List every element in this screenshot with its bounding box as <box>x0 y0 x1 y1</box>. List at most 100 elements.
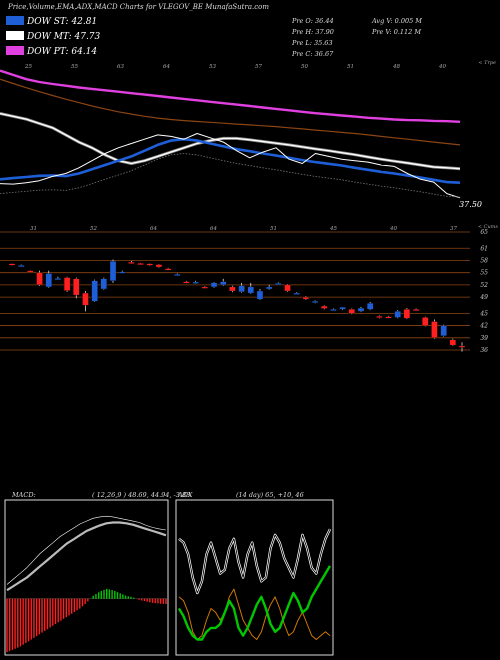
price-top-tick: 53 <box>209 64 216 70</box>
candle-body <box>265 286 273 290</box>
candle-body <box>192 281 199 284</box>
candle-body <box>18 265 25 268</box>
stat-close: Pre C: 36.67 <box>292 50 334 58</box>
price-top-tick: 25 <box>24 64 32 70</box>
candle-body <box>394 311 401 318</box>
adx-line-inner <box>178 528 331 594</box>
candle-body <box>376 316 383 318</box>
candle-body <box>220 281 227 286</box>
adx-di-line-green <box>177 565 332 641</box>
candle-body <box>293 292 300 295</box>
price-series-line <box>0 78 461 146</box>
candle-body <box>422 317 429 326</box>
legend-dow-pt: DOW PT: 64.14 <box>6 46 97 57</box>
price-top-tick: 55 <box>71 64 78 70</box>
candle-body <box>36 272 43 286</box>
candle-body <box>183 281 190 284</box>
legend-swatch-st <box>6 16 24 25</box>
candle-body <box>357 307 365 312</box>
candle-body <box>174 274 181 276</box>
macd-label: MACD: <box>11 491 36 499</box>
price-top-tick: 40 <box>438 64 446 70</box>
candle-body <box>403 309 411 319</box>
candle-top-tick: 37 <box>450 226 457 232</box>
candle-body <box>412 309 420 311</box>
price-top-tick: 50 <box>301 64 308 70</box>
legend-dow-mt: DOW MT: 47.73 <box>6 31 100 42</box>
legend-label-mt: DOW MT: 47.73 <box>27 32 101 42</box>
candle-body <box>210 282 218 288</box>
candle-body <box>109 261 117 281</box>
last-price-label: 37.50 <box>459 200 482 209</box>
candle-y-label: 52 <box>480 282 488 289</box>
candle-body <box>91 280 98 302</box>
candle-body <box>100 278 107 290</box>
candle-body <box>385 316 392 319</box>
candle-body <box>155 264 163 268</box>
adx-frame <box>175 499 334 656</box>
candle-body <box>229 286 236 292</box>
candle-body <box>146 263 153 266</box>
price-series-line <box>0 69 461 123</box>
candle-y-label: 65 <box>480 229 488 236</box>
candle-body <box>321 305 328 309</box>
candle-top-tick: 52 <box>90 226 97 232</box>
candle-body <box>449 339 456 346</box>
chart-title: Price,Volume,EMA,ADX,MACD Charts for VLE… <box>8 3 270 11</box>
candle-top-tick: 40 <box>389 226 397 232</box>
macd-signal-line <box>6 521 167 592</box>
stat-low: Pre L: 35.63 <box>292 39 333 47</box>
candle-body <box>247 286 254 294</box>
candle-body <box>201 286 209 289</box>
candle-body <box>339 307 346 310</box>
candle-body <box>458 345 466 348</box>
candle-body <box>440 325 447 336</box>
legend-dow-st: DOW ST: 42.81 <box>6 16 97 27</box>
candle-body <box>330 309 337 311</box>
candle-top-tick: 31 <box>30 226 37 232</box>
stat-prev-volume: Pre V: 0.112 M <box>372 28 422 36</box>
candle-body <box>128 261 135 264</box>
candle-body <box>431 321 438 338</box>
candle-y-label: 45 <box>479 310 488 317</box>
legend-label-st: DOW ST: 42.81 <box>27 17 98 27</box>
candle-body <box>238 285 245 292</box>
candle-body <box>27 270 34 273</box>
candle-top-tick: 45 <box>329 226 337 232</box>
candle-y-label: 39 <box>480 335 488 342</box>
price-right-note: < Trpe <box>478 60 496 66</box>
candle-top-tick: 64 <box>150 226 157 232</box>
adx-params: (14 day) 65, +10, 46 <box>236 491 304 499</box>
candle-top-tick: 51 <box>270 226 277 232</box>
candle-y-label: 36 <box>480 347 488 354</box>
price-band-line <box>0 153 461 198</box>
candle-body <box>119 271 126 274</box>
candle-body <box>45 273 52 288</box>
price-top-tick: 48 <box>392 64 400 70</box>
price-series-line <box>0 137 461 184</box>
candle-body <box>137 263 144 265</box>
adx-label: ADX <box>177 491 193 499</box>
candle-y-label: 61 <box>480 245 488 252</box>
candle-body <box>63 277 71 291</box>
candle-body <box>54 278 62 281</box>
candle-body <box>348 309 355 314</box>
candle-body <box>367 303 374 310</box>
candle-body <box>275 283 282 285</box>
adx-di-line <box>178 588 331 640</box>
legend-swatch-pt <box>6 46 24 55</box>
stat-high: Pre H: 37.90 <box>292 28 334 36</box>
stat-avg-volume: Avg V: 0.005 M <box>372 17 422 25</box>
candle-top-tick: 64 <box>210 226 217 232</box>
candle-y-label: 55 <box>480 270 488 277</box>
candle-body <box>302 296 310 300</box>
candle-body <box>82 292 89 306</box>
legend-label-pt: DOW PT: 64.14 <box>27 47 98 57</box>
price-top-tick: 64 <box>163 64 170 70</box>
price-top-tick: 63 <box>117 64 124 70</box>
legend-swatch-mt <box>6 31 24 40</box>
candle-y-label: 42 <box>479 323 488 330</box>
macd-params: ( 12,26,9 ) 48.69, 44.94, -3.83 <box>92 491 190 499</box>
price-series-line <box>0 133 461 199</box>
candle-body <box>164 268 172 271</box>
